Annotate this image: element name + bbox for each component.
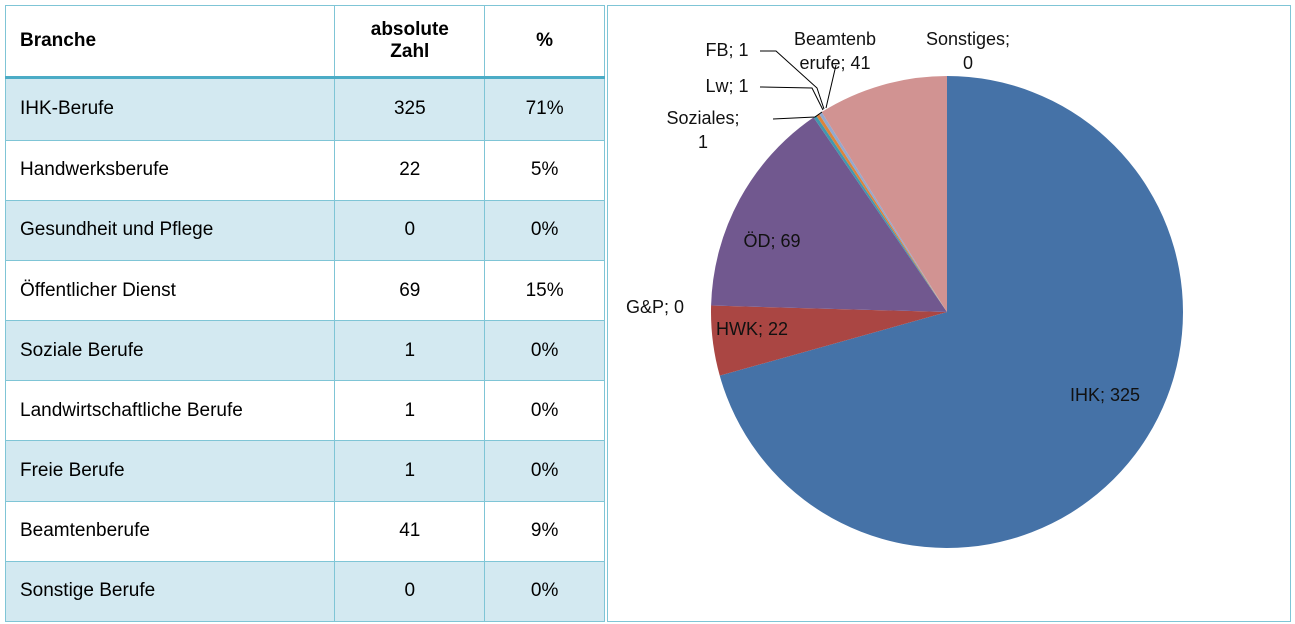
table-cell: 15% [484, 260, 605, 322]
table-cell: IHK-Berufe [4, 77, 336, 141]
table-cell: 1 [334, 320, 486, 382]
table-row: Öffentlicher Dienst 69 15% [4, 260, 605, 322]
table-cell: Öffentlicher Dienst [4, 260, 336, 322]
data-label: IHK; 325 [1070, 385, 1140, 405]
table-cell: Landwirtschaftliche Berufe [4, 380, 336, 442]
data-label: Beamtenb [794, 29, 876, 49]
data-label: Sonstiges; [926, 29, 1010, 49]
header-row: Branche absolute Zahl% [4, 5, 605, 79]
table-row: IHK-Berufe 325 71% [4, 77, 605, 141]
pie-slice [711, 117, 947, 313]
data-label: Soziales; [666, 108, 739, 128]
table-cell: Soziale Berufe [4, 320, 336, 382]
table-cell: 0% [484, 560, 605, 623]
data-label: 0 [963, 53, 973, 73]
table-cell: Beamtenberufe [4, 500, 336, 562]
pie-slice [711, 305, 947, 376]
table-cell: 1 [334, 380, 486, 442]
table-cell: 22 [334, 139, 486, 201]
table-cell: Handwerksberufe [4, 139, 336, 201]
pie-slice [818, 112, 947, 312]
table-row: Handwerksberufe 22 5% [4, 139, 605, 201]
pie-slice [816, 113, 947, 312]
table-cell: 5% [484, 139, 605, 201]
table-cell: 0 [334, 199, 486, 262]
pie-slice [813, 115, 947, 312]
table-row: Soziale Berufe 1 0% [4, 320, 605, 382]
table-cell: 41 [334, 500, 486, 562]
table-row: Sonstige Berufe 0 0% [4, 560, 605, 623]
header-cell: absolute Zahl [334, 5, 486, 79]
header-cell: Branche [4, 5, 336, 79]
table-cell: Sonstige Berufe [4, 560, 336, 623]
table-cell: 69 [334, 260, 486, 322]
table-row: Freie Berufe 1 0% [4, 440, 605, 502]
table-cell: 0% [484, 380, 605, 442]
table-cell: 0% [484, 320, 605, 382]
leader-line [772, 111, 823, 120]
table-cell: 0 [334, 560, 486, 623]
leader-line [760, 50, 825, 110]
data-label: HWK; 22 [716, 319, 788, 339]
table-cell: Gesundheit und Pflege [4, 199, 336, 262]
header-cell: % [484, 5, 605, 79]
data-table: Branche absolute Zahl% IHK-Berufe 325 71% Ha… [4, 5, 605, 623]
table-cell: 0% [484, 440, 605, 502]
pie-slice [719, 76, 1183, 548]
data-label: 1 [698, 132, 708, 152]
table-body: IHK-Berufe 325 71% Handwerksberufe 22 5% Gesun… [4, 77, 605, 623]
table-cell: 325 [334, 77, 486, 141]
table-row: Landwirtschaftliche Berufe 1 0% [4, 380, 605, 442]
table-cell: Freie Berufe [4, 440, 336, 502]
data-label: FB; 1 [705, 40, 748, 60]
data-label: Lw; 1 [705, 76, 748, 96]
data-label: erufe; 41 [799, 53, 870, 73]
data-label: ÖD; 69 [743, 231, 800, 251]
data-label: G&P; 0 [626, 297, 684, 317]
table-row: Beamtenberufe 41 9% [4, 500, 605, 562]
pie-slice [821, 76, 947, 312]
chart-frame [607, 5, 1291, 622]
leader-line [759, 86, 824, 111]
leader-line [825, 64, 837, 109]
